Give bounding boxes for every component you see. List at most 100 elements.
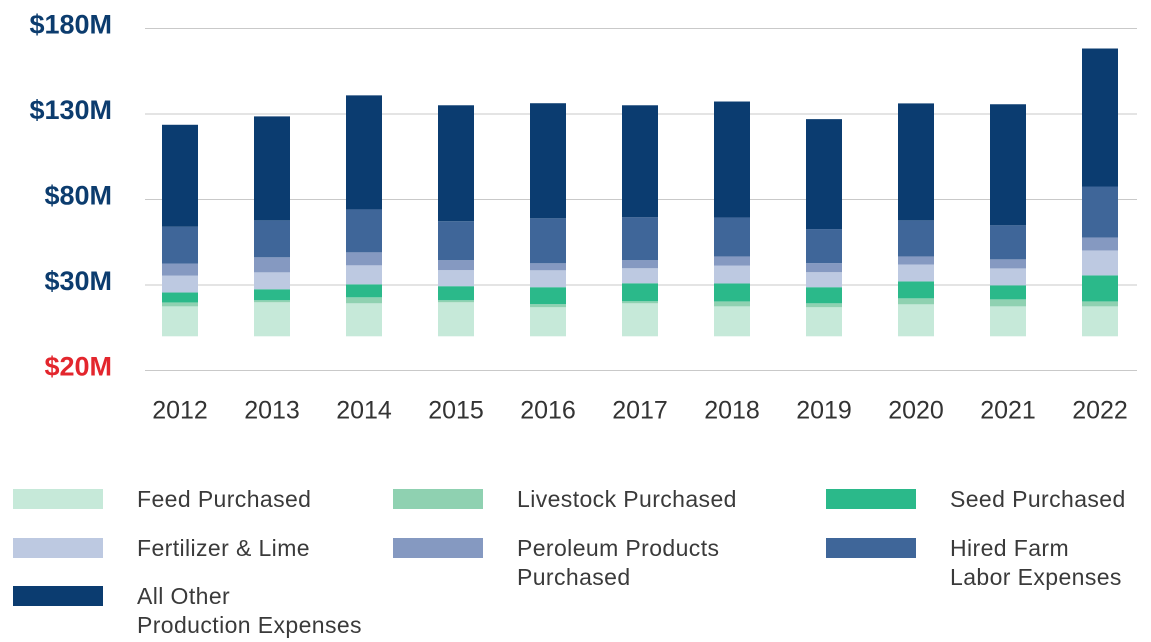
legend-label: Livestock Purchased <box>517 486 737 512</box>
y-tick-label: $130M <box>29 95 112 125</box>
x-tick-label: 2016 <box>520 397 576 425</box>
bar-segment <box>714 283 750 302</box>
bar-segment <box>990 259 1026 269</box>
bar-segment <box>898 298 934 305</box>
y-tick-label: $180M <box>29 10 112 40</box>
bar-segment <box>162 263 198 276</box>
bar-segment <box>530 270 566 288</box>
legend-label: Feed Purchased <box>137 486 312 512</box>
bar-segment <box>438 221 474 261</box>
legend-swatch <box>13 537 103 558</box>
legend-label: Fertilizer & Lime <box>137 534 310 561</box>
legend-label: Hired Farm Labor Expenses <box>950 534 1122 590</box>
bar-segment <box>254 116 290 221</box>
legend-swatch <box>13 586 103 606</box>
bar-segment <box>622 283 658 302</box>
bar-segment <box>622 268 658 284</box>
bar-segment <box>622 303 658 337</box>
x-tick-label: 2020 <box>888 397 944 425</box>
bar-segment <box>990 285 1026 300</box>
bar-segment <box>1082 186 1118 238</box>
bar-segment <box>530 218 566 264</box>
bar-segment <box>346 297 382 304</box>
bar-segment <box>346 265 382 285</box>
x-tick-label: 2012 <box>152 397 208 425</box>
x-tick-label: 2018 <box>704 397 760 425</box>
bar-segment <box>530 287 566 305</box>
bar-segment <box>990 268 1026 286</box>
bar-segment <box>898 264 934 282</box>
bar-segment <box>254 272 290 290</box>
bar-segment <box>898 220 934 257</box>
y-tick-label: $20M <box>44 352 112 382</box>
bar-segment <box>162 275 198 293</box>
bar-segment <box>438 302 474 337</box>
bar-segment <box>990 299 1026 307</box>
bar-segment <box>162 306 198 337</box>
bar-segment <box>438 260 474 271</box>
bar-segment <box>714 256 750 266</box>
bar-segment <box>1082 275 1118 302</box>
bar-segment <box>714 101 750 218</box>
bar-segment <box>990 306 1026 337</box>
legend-swatch <box>393 489 483 509</box>
bar-segment <box>622 105 658 218</box>
bar-segment <box>622 301 658 304</box>
bar-segment <box>714 265 750 284</box>
legend-item: Livestock Purchased <box>393 485 737 514</box>
legend-item: Fertilizer & Lime <box>13 534 310 563</box>
legend-label: All Other Production Expenses <box>137 583 362 638</box>
bar-segment <box>530 307 566 337</box>
bar-segment <box>898 304 934 337</box>
x-tick-label: 2022 <box>1072 397 1128 425</box>
y-tick-label: $80M <box>44 181 112 211</box>
bar-segment <box>346 303 382 337</box>
x-tick-label: 2019 <box>796 397 852 425</box>
bar-segment <box>162 302 198 307</box>
bar-segment <box>438 286 474 301</box>
bar-segment <box>254 302 290 337</box>
bar-segment <box>898 281 934 299</box>
bar-segment <box>346 209 382 253</box>
x-tick-label: 2021 <box>980 397 1036 425</box>
legend-item: Seed Purchased <box>826 485 1126 514</box>
bar-segment <box>714 301 750 307</box>
bar-segment <box>530 304 566 308</box>
bar-segment <box>1082 306 1118 337</box>
legend-item: Feed Purchased <box>13 485 311 514</box>
y-tick-label: $30M <box>44 266 112 296</box>
bar-segment <box>346 95 382 210</box>
legend-item: Peroleum Products Purchased <box>393 534 719 592</box>
bar-segment <box>530 103 566 219</box>
bar-segment <box>898 256 934 265</box>
bar-segment <box>438 300 474 303</box>
bar-segment <box>990 104 1026 226</box>
legend-swatch <box>393 537 483 558</box>
bar-segment <box>1082 301 1118 307</box>
bar-segment <box>530 263 566 271</box>
bar-segment <box>254 257 290 273</box>
x-tick-label: 2013 <box>244 397 300 425</box>
bar-segment <box>806 272 842 288</box>
legend-item: Hired Farm Labor Expenses <box>826 534 1122 592</box>
legend-item: All Other Production Expenses <box>13 582 362 640</box>
bar-segment <box>714 217 750 257</box>
bar-segment <box>1082 250 1118 276</box>
bar-segment <box>1082 237 1118 251</box>
bar-segment <box>1082 48 1118 187</box>
bar-segment <box>162 226 198 264</box>
bar-segment <box>806 119 842 230</box>
legend-swatch <box>826 489 916 509</box>
bar-segment <box>806 229 842 264</box>
bar-segment <box>806 303 842 308</box>
bar-segment <box>990 225 1026 260</box>
bar-segment <box>806 287 842 304</box>
x-tick-label: 2014 <box>336 397 392 425</box>
legend-label: Peroleum Products Purchased <box>517 534 720 590</box>
legend-swatch <box>826 537 916 558</box>
x-tick-label: 2017 <box>612 397 668 425</box>
bar-segment <box>162 124 198 227</box>
bar-segment <box>254 300 290 303</box>
bar-segment <box>346 284 382 298</box>
